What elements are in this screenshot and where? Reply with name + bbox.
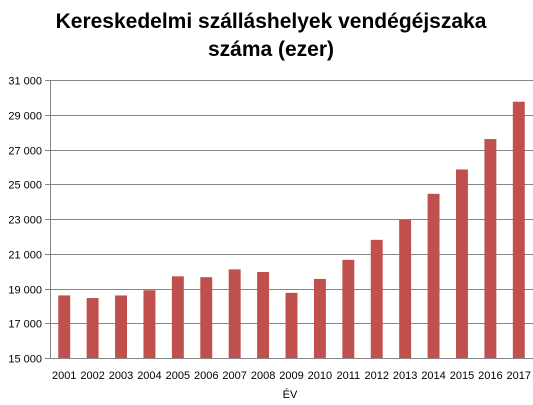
x-tick-label: 2006 xyxy=(194,370,218,382)
y-tick-label: 15 000 xyxy=(8,354,42,366)
bar-2007 xyxy=(228,269,241,358)
bar-2017 xyxy=(512,101,525,358)
bar-2003 xyxy=(115,295,127,358)
bar-2009 xyxy=(285,292,298,358)
x-axis-tick-labels: 2001 2002 2003 2004 2005 2006 2007 2008 2009 2010… xyxy=(52,370,531,382)
y-tick-label: 21 000 xyxy=(8,250,42,262)
x-tick-label: 2010 xyxy=(308,370,332,382)
y-tick-label: 25 000 xyxy=(8,180,42,192)
bar-2014 xyxy=(427,193,440,358)
gridlines xyxy=(50,80,533,359)
y-tick-label: 29 000 xyxy=(8,111,42,123)
x-tick-label: 2005 xyxy=(166,370,190,382)
y-tick-label: 31 000 xyxy=(8,76,42,88)
bar-2006 xyxy=(200,277,213,358)
x-tick-label: 2015 xyxy=(450,370,474,382)
bar-2011 xyxy=(342,259,355,358)
bars xyxy=(58,101,525,358)
bar-2008 xyxy=(257,271,270,358)
chart-title-line-1: Kereskedelmi szálláshelyek vendégéjszaka xyxy=(56,10,487,33)
x-tick-label: 2009 xyxy=(279,370,303,382)
chart-title: Kereskedelmi szálláshelyek vendégéjszaka… xyxy=(56,10,487,61)
bar-2002 xyxy=(86,298,99,358)
y-tick-label: 27 000 xyxy=(8,146,42,158)
bar-2010 xyxy=(313,278,326,358)
bar-2015 xyxy=(456,169,468,358)
x-tick-label: 2004 xyxy=(137,370,161,382)
bar-2012 xyxy=(370,239,383,358)
y-tick-label: 19 000 xyxy=(8,285,42,297)
x-tick-label: 2017 xyxy=(507,370,531,382)
x-tick-label: 2001 xyxy=(52,370,76,382)
bar-2013 xyxy=(399,219,412,358)
x-tick-label: 2014 xyxy=(421,370,445,382)
x-tick-label: 2013 xyxy=(393,370,417,382)
x-tick-label: 2003 xyxy=(109,370,133,382)
chart-title-line-2: száma (ezer) xyxy=(208,38,334,61)
x-tick-label: 2016 xyxy=(478,370,502,382)
x-tick-label: 2007 xyxy=(222,370,246,382)
y-tick-label: 23 000 xyxy=(8,215,42,227)
bar-2001 xyxy=(58,295,71,358)
bar-2005 xyxy=(171,276,184,358)
x-tick-label: 2002 xyxy=(80,370,104,382)
x-tick-label: 2012 xyxy=(364,370,388,382)
y-axis-tick-labels: 15 000 17 000 19 000 21 000 23 000 25 000 27 0… xyxy=(8,76,42,366)
axes xyxy=(45,80,533,359)
x-axis-title: ÉV xyxy=(283,388,298,401)
bar-2004 xyxy=(143,290,156,358)
bar-2016 xyxy=(484,139,497,358)
y-tick-label: 17 000 xyxy=(8,319,42,331)
x-tick-label: 2008 xyxy=(251,370,275,382)
x-tick-label: 2011 xyxy=(336,370,360,382)
